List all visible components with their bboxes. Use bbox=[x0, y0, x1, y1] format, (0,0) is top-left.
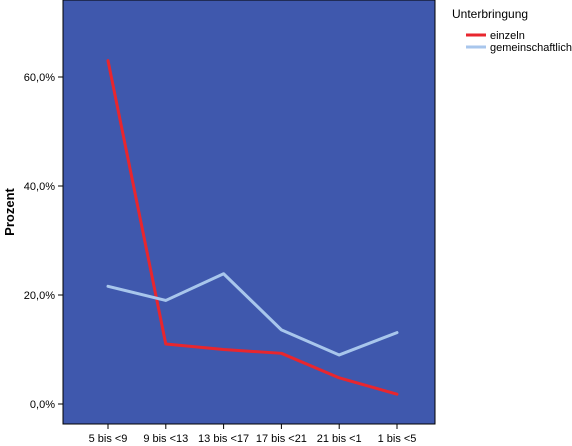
x-tick-label: 13 bis <17 bbox=[198, 433, 249, 445]
series-lines bbox=[106, 59, 399, 396]
series-line-2 bbox=[106, 272, 399, 357]
legend-title: Unterbringung bbox=[452, 7, 528, 21]
x-tick-label: 1 bis <5 bbox=[378, 433, 417, 445]
x-tick-label: 5 bis <9 bbox=[89, 433, 128, 445]
x-tick-label: 9 bis <13 bbox=[143, 433, 188, 445]
plot-area bbox=[62, 0, 436, 425]
axes: 0,0% 20,0% 40,0% 60,0% 5 bis <9 9 bis <13 13 b… bbox=[24, 72, 417, 445]
legend-label: gemeinschaftlich bbox=[490, 42, 572, 54]
y-tick-label: 20,0% bbox=[24, 290, 55, 302]
y-tick-label: 40,0% bbox=[24, 181, 55, 193]
y-tick-label: 60,0% bbox=[24, 72, 55, 84]
x-tick-label: 21 bis <1 bbox=[317, 433, 362, 445]
y-tick-label: 0,0% bbox=[30, 399, 55, 411]
legend-label: einzeln bbox=[490, 30, 525, 42]
y-axis-title: Prozent bbox=[2, 187, 17, 235]
x-tick-label: 17 bis <21 bbox=[256, 433, 307, 445]
